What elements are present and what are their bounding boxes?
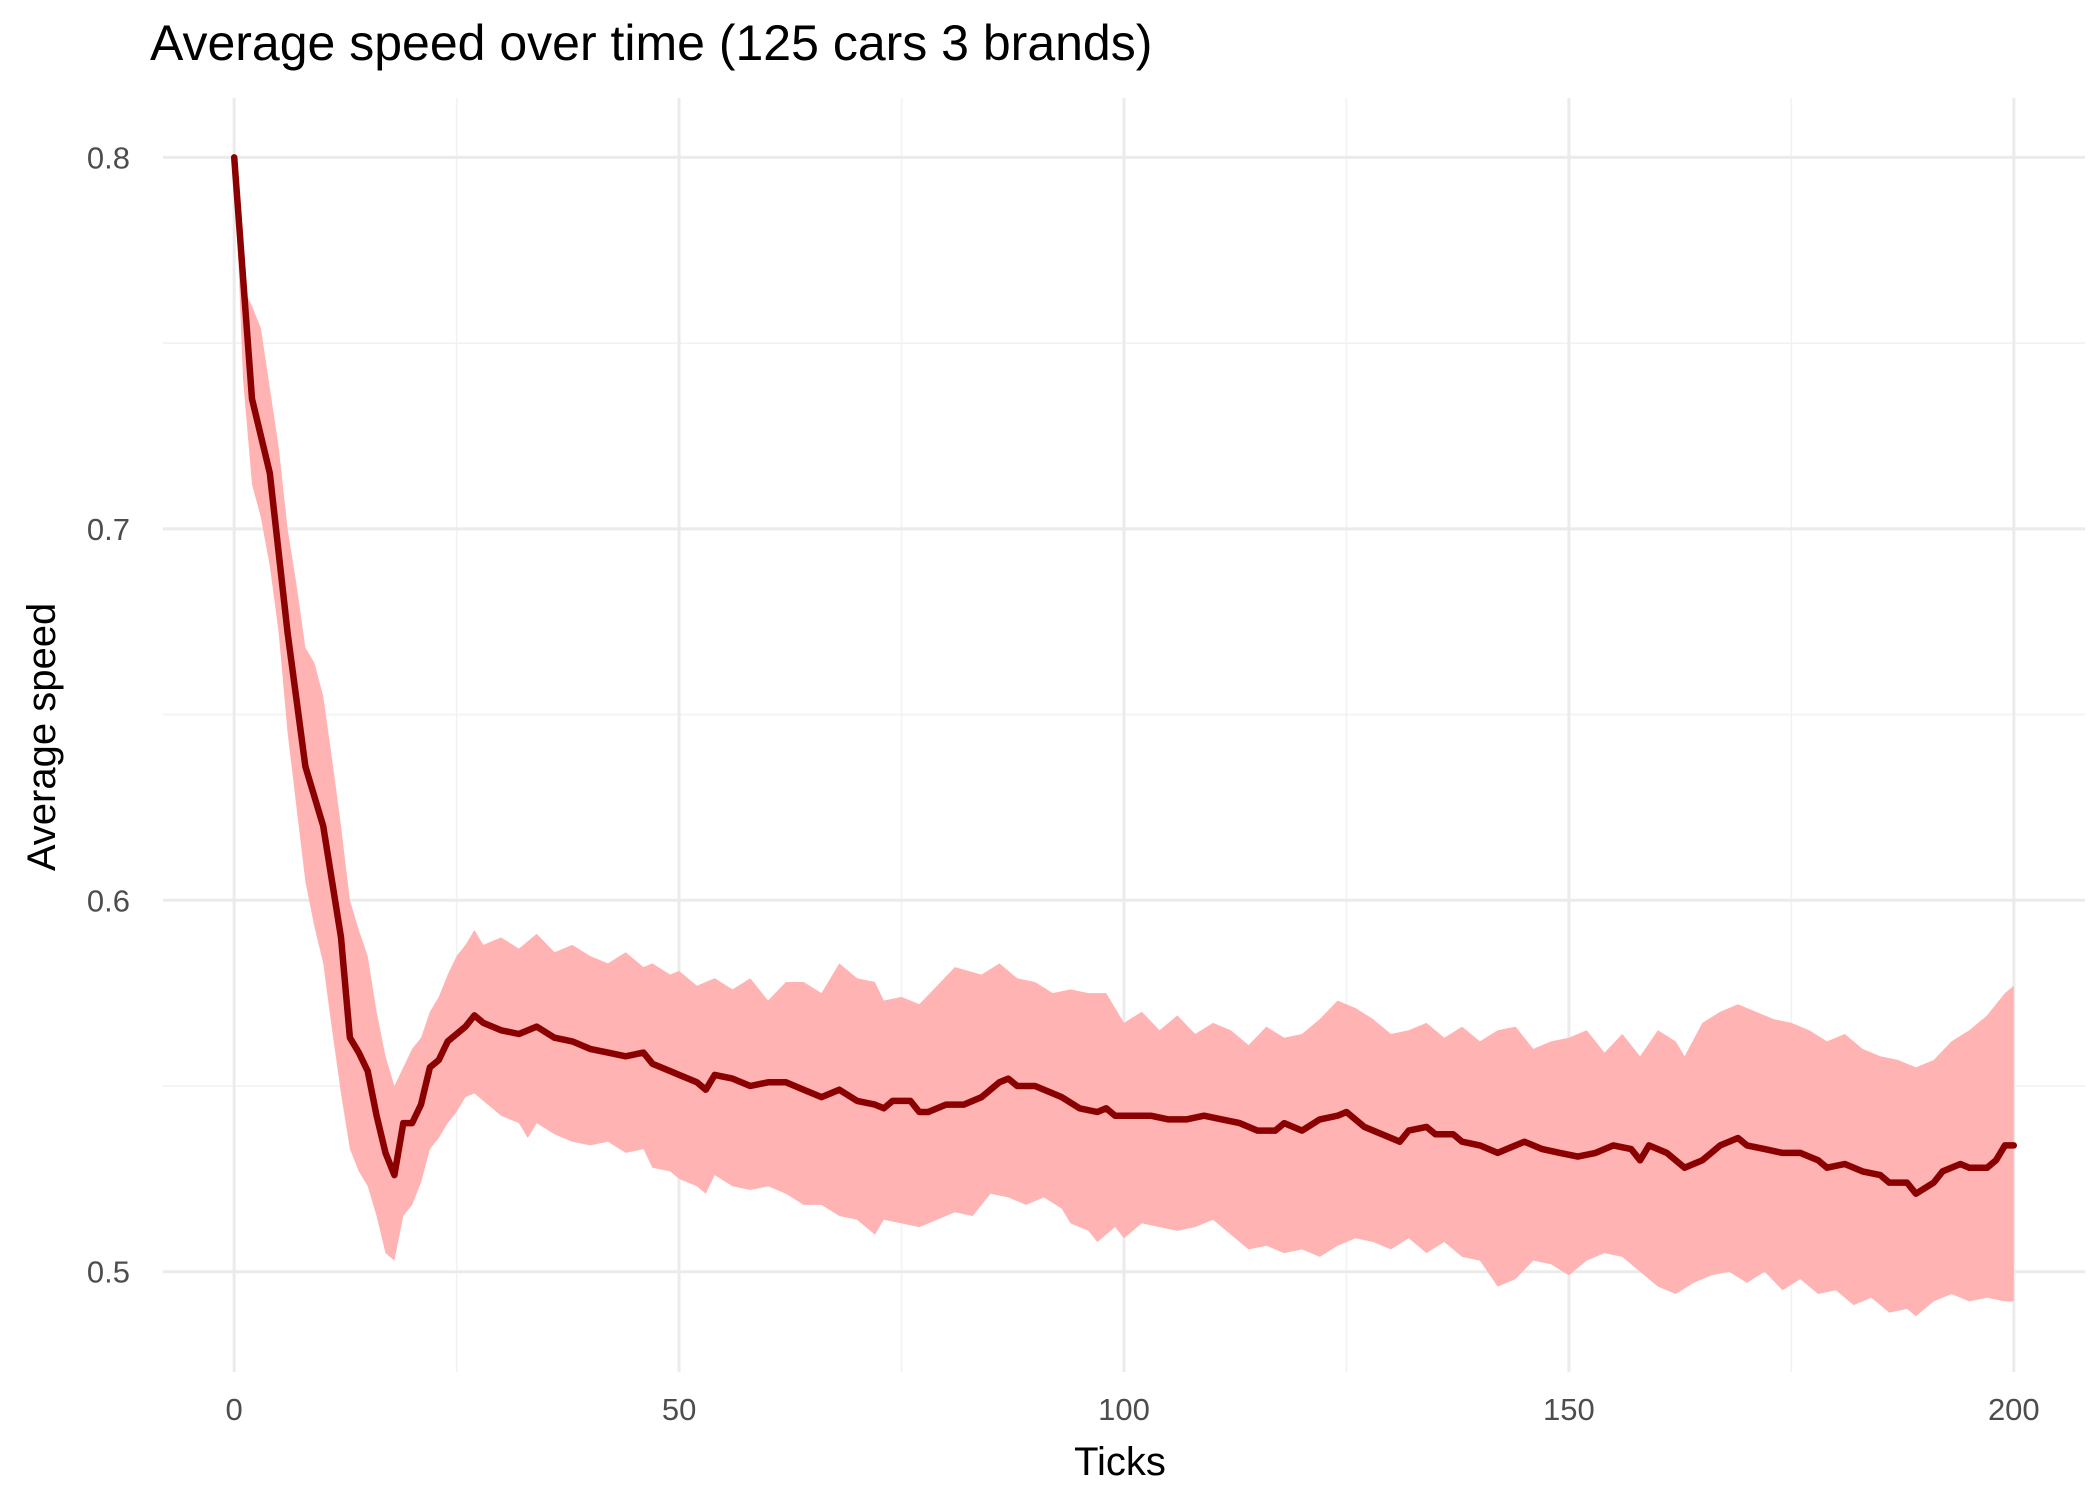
confidence-band — [234, 157, 2014, 1317]
x-tick-label: 100 — [1098, 1392, 1150, 1427]
x-tick-label: 0 — [226, 1392, 243, 1427]
y-tick-label: 0.8 — [87, 140, 130, 175]
x-axis-ticks: 0 50 100 150 200 — [226, 1392, 2040, 1427]
x-tick-label: 200 — [1988, 1392, 2040, 1427]
y-axis-title: Average speed — [20, 603, 64, 871]
x-tick-label: 150 — [1543, 1392, 1595, 1427]
y-tick-label: 0.6 — [87, 883, 130, 918]
y-tick-label: 0.5 — [87, 1255, 130, 1290]
chart-title: Average speed over time (125 cars 3 bran… — [150, 15, 1152, 71]
y-axis-ticks: 0.5 0.6 0.7 0.8 — [87, 140, 130, 1289]
x-tick-label: 50 — [662, 1392, 696, 1427]
y-tick-label: 0.7 — [87, 512, 130, 547]
x-axis-title: Ticks — [1074, 1440, 1166, 1484]
average-speed-line — [230, 154, 2018, 1197]
